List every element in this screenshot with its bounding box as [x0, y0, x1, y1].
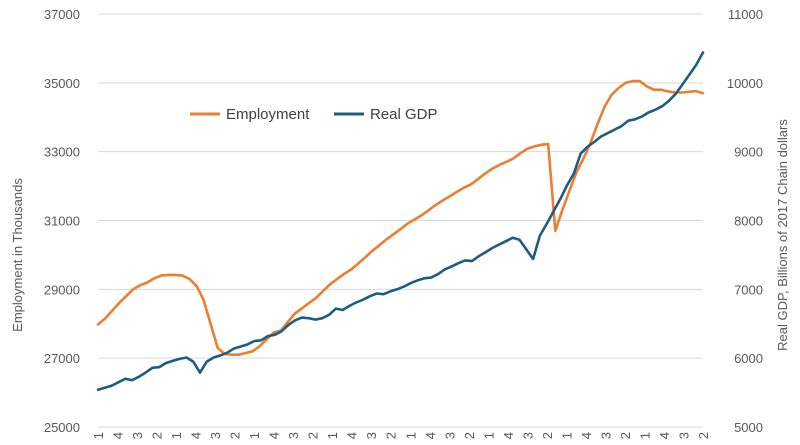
y-axis-right-title: Real GDP, Billions of 2017 Chain dollars [775, 119, 790, 351]
y-tick-left-25000: 25000 [44, 420, 80, 435]
x-tick-label: 3 [286, 432, 301, 439]
x-tick-label: 1 [403, 432, 418, 439]
x-tick-label: 3 [520, 432, 535, 439]
x-tick-label: 2 [306, 432, 321, 439]
x-tick-label: 4 [111, 432, 126, 439]
y-tick-left-27000: 27000 [44, 351, 80, 366]
x-tick-label: 2 [696, 432, 711, 439]
x-tick-label: 2 [540, 432, 555, 439]
series-line-real-gdp [96, 51, 705, 392]
x-tick-label: 4 [423, 432, 438, 439]
y-tick-left-29000: 29000 [44, 282, 80, 297]
y-tick-left-35000: 35000 [44, 76, 80, 91]
y-tick-right-11000: 11000 [728, 7, 763, 22]
series-line-employment [96, 79, 705, 357]
y-tick-right-9000: 9000 [734, 145, 763, 160]
y-tick-right-6000: 6000 [734, 351, 763, 366]
x-tick-label: 1 [91, 432, 106, 439]
x-tick-label: 3 [208, 432, 223, 439]
y-tick-left-31000: 31000 [44, 214, 80, 229]
y-tick-right-5000: 5000 [734, 420, 763, 435]
x-tick-label: 3 [364, 432, 379, 439]
x-tick-label: 4 [345, 432, 360, 439]
y-axis-right-ticks: 5000 6000 7000 8000 9000 10000 11000 [727, 7, 763, 435]
x-tick-label: 2 [384, 432, 399, 439]
x-tick-label: 2 [462, 432, 477, 439]
x-tick-label: 1 [247, 432, 262, 439]
legend: Employment Real GDP [190, 106, 438, 123]
x-tick-label: 1 [325, 432, 340, 439]
legend-label-real-gdp: Real GDP [370, 106, 438, 123]
x-tick-label: 3 [442, 432, 457, 439]
y-axis-left-ticks: 25000 27000 29000 31000 33000 35000 37000 [44, 7, 80, 435]
x-tick-label: 1 [559, 432, 574, 439]
y-tick-right-10000: 10000 [727, 76, 763, 91]
y-tick-right-7000: 7000 [734, 282, 763, 297]
x-tick-label: 1 [481, 432, 496, 439]
series-group [96, 51, 705, 392]
x-tick-label: 4 [501, 432, 516, 439]
x-tick-label: 4 [657, 432, 672, 439]
y-axis-left-title: Employment in Thousands [10, 178, 25, 332]
x-tick-label: 3 [130, 432, 145, 439]
y-tick-left-33000: 33000 [44, 145, 80, 160]
x-tick-label: 1 [169, 432, 184, 439]
gridlines [98, 13, 703, 428]
x-tick-label: 3 [676, 432, 691, 439]
x-tick-label: 3 [598, 432, 613, 439]
x-tick-label: 2 [150, 432, 165, 439]
x-tick-label: 2 [618, 432, 633, 439]
y-tick-right-8000: 8000 [734, 214, 763, 229]
x-tick-label: 1 [637, 432, 652, 439]
x-tick-label: 2 [228, 432, 243, 439]
x-tick-label: 4 [189, 432, 204, 439]
x-tick-label: 4 [267, 432, 282, 439]
x-tick-label: 4 [579, 432, 594, 439]
y-tick-left-37000: 37000 [44, 7, 80, 22]
legend-label-employment: Employment [226, 106, 310, 123]
